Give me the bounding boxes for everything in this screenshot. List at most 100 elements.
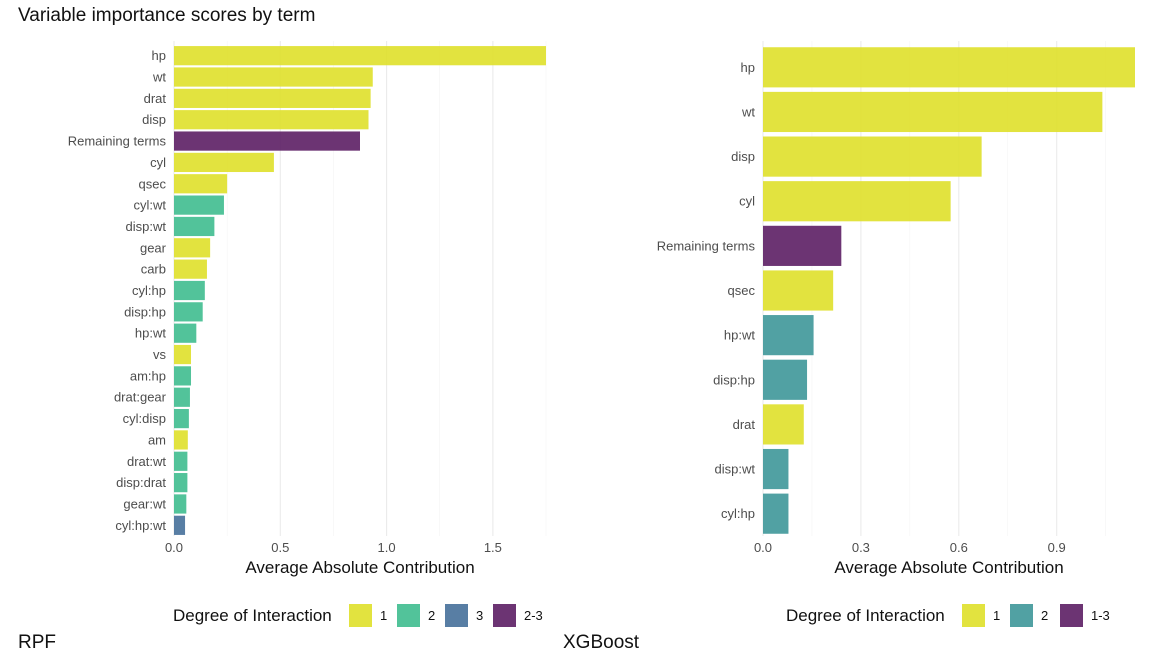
bar-cyl — [763, 181, 951, 222]
y-tick-label: hp — [152, 48, 166, 63]
y-tick-label: disp:wt — [715, 462, 756, 477]
bar-disp-hp — [174, 302, 203, 322]
bar-qsec — [174, 174, 228, 194]
y-tick-label: cyl:hp — [721, 506, 755, 521]
y-tick-label: drat:gear — [114, 390, 167, 405]
bar-disp — [174, 110, 369, 130]
legend-key-2-3 — [493, 604, 516, 627]
bar-disp-drat — [174, 473, 188, 493]
bar-hp — [763, 47, 1135, 88]
bar-remaining-terms — [763, 225, 842, 266]
y-tick-label: hp — [741, 60, 755, 75]
x-tick-label: 0.0 — [754, 540, 772, 555]
y-tick-label: qsec — [728, 283, 756, 298]
legend-key-3 — [445, 604, 468, 627]
legend-label: 2 — [428, 608, 435, 623]
bar-wt — [174, 67, 373, 87]
x-tick-label: 0.9 — [1048, 540, 1066, 555]
x-tick-label: 0.5 — [271, 540, 289, 555]
y-tick-label: qsec — [139, 176, 167, 191]
legend-label: 1 — [380, 608, 387, 623]
bar-vs — [174, 344, 192, 365]
legend-label: 1 — [993, 608, 1000, 623]
y-tick-label: cyl:wt — [134, 198, 167, 213]
y-tick-label: vs — [153, 347, 167, 362]
bar-disp-wt — [174, 216, 215, 237]
y-tick-label: Remaining terms — [657, 238, 756, 253]
panel-xgboost: hp wt disp cyl Remaining terms qsec hp:wt disp:… — [657, 41, 1135, 627]
y-tick-label: cyl:disp — [123, 411, 166, 426]
bar-cyl-hp — [174, 280, 205, 301]
bar-drat — [763, 404, 804, 445]
x-axis-title: Average Absolute Contribution — [834, 558, 1063, 577]
y-tick-label: hp:wt — [724, 328, 755, 343]
y-tick-label: drat:wt — [127, 454, 166, 469]
y-tick-label: gear:wt — [123, 496, 166, 511]
bar-cyl-wt — [174, 195, 224, 215]
legend-key-2 — [397, 604, 420, 627]
y-tick-label: disp:drat — [116, 475, 166, 490]
bar-cyl-hp-wt — [174, 515, 186, 535]
bar-drat — [174, 88, 371, 108]
caption-rpf: RPF — [18, 632, 56, 653]
y-tick-label: wt — [741, 104, 755, 119]
bar-gear-wt — [174, 494, 187, 514]
bar-hp-wt — [174, 323, 197, 343]
legend-label: 2 — [1041, 608, 1048, 623]
legend-key-1 — [962, 604, 985, 627]
x-tick-label: 1.0 — [378, 540, 396, 555]
x-tick-label: 0.3 — [852, 540, 870, 555]
bar-cyl-disp — [174, 408, 189, 429]
y-tick-label: disp — [142, 112, 166, 127]
y-tick-label: cyl — [150, 155, 166, 170]
bar-am — [174, 430, 188, 450]
bar-cyl — [174, 152, 274, 173]
y-tick-label: disp:hp — [124, 304, 166, 319]
y-tick-label: am — [148, 432, 166, 447]
bar-disp-hp — [763, 359, 808, 400]
x-tick-label: 1.5 — [484, 540, 502, 555]
y-tick-label: drat — [144, 91, 167, 106]
bar-gear — [174, 238, 211, 258]
y-tick-label: cyl — [739, 194, 755, 209]
legend-key-2 — [1010, 604, 1033, 627]
y-tick-label: disp:hp — [713, 372, 755, 387]
legend-title: Degree of Interaction — [786, 606, 945, 625]
x-tick-label: 0.0 — [165, 540, 183, 555]
bar-cyl-hp — [763, 493, 789, 534]
legend-key-1-3 — [1060, 604, 1083, 627]
legend-label: 2-3 — [524, 608, 543, 623]
y-tick-label: drat — [733, 417, 756, 432]
bar-disp-wt — [763, 448, 789, 490]
bar-carb — [174, 259, 207, 279]
y-tick-label: gear — [140, 240, 167, 255]
chart-title: Variable importance scores by term — [18, 5, 316, 26]
bar-hp — [174, 46, 546, 66]
y-tick-label: cyl:hp:wt — [115, 518, 166, 533]
y-tick-label: Remaining terms — [68, 134, 167, 149]
bar-wt — [763, 91, 1103, 133]
y-tick-label: disp:wt — [126, 219, 167, 234]
legend-label: 3 — [476, 608, 483, 623]
y-tick-label: disp — [731, 149, 755, 164]
y-tick-label: hp:wt — [135, 326, 166, 341]
y-tick-label: cyl:hp — [132, 283, 166, 298]
legend-label: 1-3 — [1091, 608, 1110, 623]
caption-xgboost: XGBoost — [563, 632, 640, 653]
bar-qsec — [763, 270, 834, 311]
y-tick-label: carb — [141, 262, 166, 277]
bar-remaining-terms — [174, 131, 360, 151]
x-axis-title: Average Absolute Contribution — [245, 558, 474, 577]
legend-key-1 — [349, 604, 372, 627]
y-tick-label: wt — [152, 70, 166, 85]
x-tick-label: 0.6 — [950, 540, 968, 555]
bar-drat-wt — [174, 451, 188, 471]
bar-drat-gear — [174, 387, 190, 407]
panel-rpf: hp wt drat disp Remaining terms cyl qsec cyl:wt… — [68, 41, 547, 627]
bar-hp-wt — [763, 315, 814, 356]
y-tick-label: am:hp — [130, 368, 166, 383]
legend-title: Degree of Interaction — [173, 606, 332, 625]
bar-disp — [763, 136, 982, 177]
bar-am-hp — [174, 366, 192, 386]
